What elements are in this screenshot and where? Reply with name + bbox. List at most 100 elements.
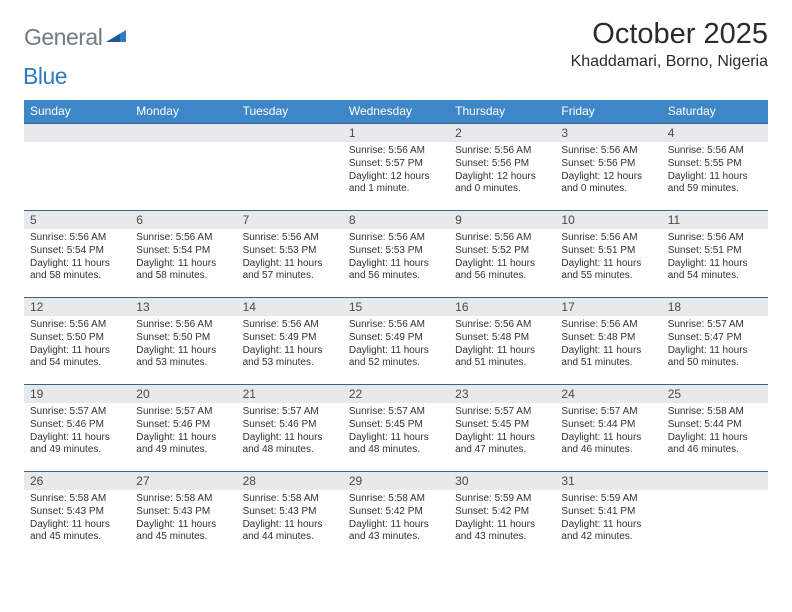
day-number: 26 [24,472,130,490]
day-details: Sunrise: 5:56 AMSunset: 5:53 PMDaylight:… [237,229,343,289]
sunrise-text: Sunrise: 5:56 AM [349,319,443,332]
day-details: Sunrise: 5:58 AMSunset: 5:43 PMDaylight:… [130,490,236,550]
day-cell [24,124,130,210]
sunset-text: Sunset: 5:56 PM [561,158,655,171]
sunrise-text: Sunrise: 5:56 AM [561,145,655,158]
day-cell: 3 Sunrise: 5:56 AMSunset: 5:56 PMDaylight… [555,124,661,210]
sunset-text: Sunset: 5:46 PM [136,419,230,432]
day-details: Sunrise: 5:56 AMSunset: 5:50 PMDaylight:… [24,316,130,376]
sunrise-text: Sunrise: 5:58 AM [668,406,762,419]
day-cell: 9Sunrise: 5:56 AMSunset: 5:52 PMDaylight… [449,211,555,297]
day-cell: 25Sunrise: 5:58 AMSunset: 5:44 PMDayligh… [662,385,768,471]
day-number: 3 [555,124,661,142]
day-cell [237,124,343,210]
daylight-text: Daylight: 11 hours and 56 minutes. [349,258,443,284]
sunset-text: Sunset: 5:51 PM [561,245,655,258]
sunrise-text: Sunrise: 5:56 AM [243,319,337,332]
day-header: Friday [555,100,661,123]
sunset-text: Sunset: 5:53 PM [349,245,443,258]
day-number: 23 [449,385,555,403]
sunrise-text: Sunrise: 5:56 AM [349,232,443,245]
sunset-text: Sunset: 5:48 PM [561,332,655,345]
daylight-text: Daylight: 11 hours and 59 minutes. [668,171,762,197]
day-cell: 28Sunrise: 5:58 AMSunset: 5:43 PMDayligh… [237,472,343,558]
daylight-text: Daylight: 12 hours and 0 minutes. [561,171,655,197]
day-cell: 13Sunrise: 5:56 AMSunset: 5:50 PMDayligh… [130,298,236,384]
daylight-text: Daylight: 11 hours and 53 minutes. [243,345,337,371]
logo: General [24,18,128,51]
day-number [24,124,130,142]
sunrise-text: Sunrise: 5:57 AM [30,406,124,419]
day-number: 2 [449,124,555,142]
daylight-text: Daylight: 11 hours and 43 minutes. [455,519,549,545]
day-details: Sunrise: 5:56 AMSunset: 5:48 PMDaylight:… [449,316,555,376]
day-details: Sunrise: 5:56 AMSunset: 5:53 PMDaylight:… [343,229,449,289]
day-number [662,472,768,490]
day-number: 18 [662,298,768,316]
day-number: 30 [449,472,555,490]
day-number: 15 [343,298,449,316]
day-number: 13 [130,298,236,316]
day-details: Sunrise: 5:56 AMSunset: 5:50 PMDaylight:… [130,316,236,376]
day-number: 7 [237,211,343,229]
sunset-text: Sunset: 5:47 PM [668,332,762,345]
daylight-text: Daylight: 11 hours and 46 minutes. [668,432,762,458]
day-details: Sunrise: 5:58 AMSunset: 5:44 PMDaylight:… [662,403,768,463]
day-header: Wednesday [343,100,449,123]
day-cell: 23Sunrise: 5:57 AMSunset: 5:45 PMDayligh… [449,385,555,471]
logo-text-general: General [24,24,102,51]
daylight-text: Daylight: 11 hours and 49 minutes. [136,432,230,458]
day-cell: 7Sunrise: 5:56 AMSunset: 5:53 PMDaylight… [237,211,343,297]
day-details: Sunrise: 5:58 AMSunset: 5:42 PMDaylight:… [343,490,449,550]
day-number: 4 [662,124,768,142]
day-number [237,124,343,142]
day-cell [662,472,768,558]
day-number: 1 [343,124,449,142]
day-details: Sunrise: 5:56 AMSunset: 5:57 PMDaylight:… [343,142,449,202]
day-cell: 15Sunrise: 5:56 AMSunset: 5:49 PMDayligh… [343,298,449,384]
sunrise-text: Sunrise: 5:56 AM [136,232,230,245]
sunset-text: Sunset: 5:55 PM [668,158,762,171]
day-number: 14 [237,298,343,316]
daylight-text: Daylight: 11 hours and 52 minutes. [349,345,443,371]
sunrise-text: Sunrise: 5:58 AM [136,493,230,506]
day-details: Sunrise: 5:56 AMSunset: 5:52 PMDaylight:… [449,229,555,289]
sunset-text: Sunset: 5:57 PM [349,158,443,171]
daylight-text: Daylight: 11 hours and 51 minutes. [561,345,655,371]
day-cell: 8Sunrise: 5:56 AMSunset: 5:53 PMDaylight… [343,211,449,297]
sunset-text: Sunset: 5:51 PM [668,245,762,258]
sunset-text: Sunset: 5:46 PM [243,419,337,432]
day-number: 10 [555,211,661,229]
daylight-text: Daylight: 11 hours and 50 minutes. [668,345,762,371]
day-cell: 27Sunrise: 5:58 AMSunset: 5:43 PMDayligh… [130,472,236,558]
day-details: Sunrise: 5:57 AMSunset: 5:45 PMDaylight:… [449,403,555,463]
sunrise-text: Sunrise: 5:56 AM [455,145,549,158]
day-details: Sunrise: 5:56 AMSunset: 5:48 PMDaylight:… [555,316,661,376]
day-details: Sunrise: 5:57 AMSunset: 5:46 PMDaylight:… [130,403,236,463]
day-cell: 30Sunrise: 5:59 AMSunset: 5:42 PMDayligh… [449,472,555,558]
week-row: 26Sunrise: 5:58 AMSunset: 5:43 PMDayligh… [24,471,768,558]
day-details: Sunrise: 5:56 AMSunset: 5:49 PMDaylight:… [237,316,343,376]
day-number: 29 [343,472,449,490]
day-cell: 16Sunrise: 5:56 AMSunset: 5:48 PMDayligh… [449,298,555,384]
daylight-text: Daylight: 11 hours and 43 minutes. [349,519,443,545]
day-cell: 11Sunrise: 5:56 AMSunset: 5:51 PMDayligh… [662,211,768,297]
sunrise-text: Sunrise: 5:57 AM [243,406,337,419]
sunset-text: Sunset: 5:54 PM [136,245,230,258]
day-header: Monday [130,100,236,123]
daylight-text: Daylight: 12 hours and 1 minute. [349,171,443,197]
daylight-text: Daylight: 11 hours and 44 minutes. [243,519,337,545]
day-number: 20 [130,385,236,403]
sunset-text: Sunset: 5:49 PM [243,332,337,345]
day-cell: 17Sunrise: 5:56 AMSunset: 5:48 PMDayligh… [555,298,661,384]
day-cell: 1Sunrise: 5:56 AMSunset: 5:57 PMDaylight… [343,124,449,210]
day-number: 8 [343,211,449,229]
sunset-text: Sunset: 5:52 PM [455,245,549,258]
week-row: 5Sunrise: 5:56 AMSunset: 5:54 PMDaylight… [24,210,768,297]
day-number [130,124,236,142]
daylight-text: Daylight: 11 hours and 45 minutes. [136,519,230,545]
sunrise-text: Sunrise: 5:56 AM [455,232,549,245]
sunset-text: Sunset: 5:45 PM [455,419,549,432]
page-subtitle: Khaddamari, Borno, Nigeria [571,53,768,71]
sunset-text: Sunset: 5:42 PM [455,506,549,519]
